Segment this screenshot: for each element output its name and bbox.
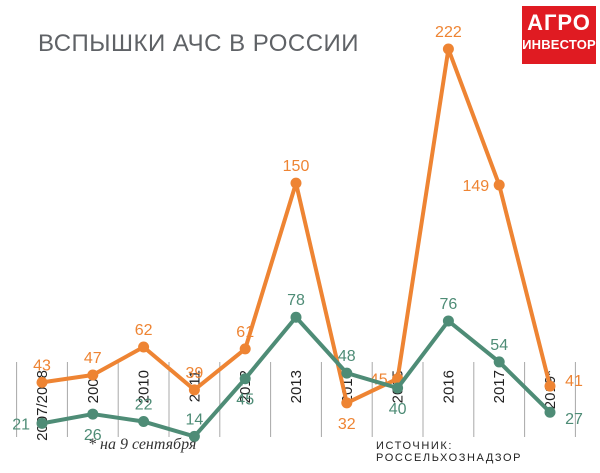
orange-series-value-label: 32 [338,416,356,433]
orange-series-value-label: 149 [462,178,489,195]
orange-series-value-label: 41 [565,373,583,390]
green-series-value-label: 45 [236,392,254,409]
x-tick-label: 2017 [491,370,508,403]
orange-series-point [493,179,505,191]
green-series-value-label: 78 [287,292,305,309]
green-series-point [36,417,48,429]
green-series-value-label: 40 [389,401,407,418]
green-series-point [392,382,404,394]
green-series-point [442,315,454,327]
green-series-point [493,356,505,368]
orange-series-point [341,397,353,409]
orange-series-value-label: 47 [84,350,102,367]
orange-series-value-label: 62 [135,322,153,339]
green-series-value-label: 26 [84,427,102,444]
footnote: * на 9 сентября [88,436,197,453]
x-tick-label: 2010 [136,370,153,403]
green-series-point [544,406,556,418]
orange-series-line [40,47,552,405]
green-series-point [239,373,251,385]
green-series-value-label: 14 [186,411,204,428]
chart-title: ВСПЫШКИ АЧС В РОССИИ [38,30,360,57]
orange-series-point [87,369,99,381]
green-series-value-label: 27 [565,411,583,428]
orange-series-point [290,177,302,189]
green-series-value-label: 76 [440,296,458,313]
agroinvestor-logo: АГРО ИНВЕСТОР [522,6,596,64]
logo-line-1: АГРО [527,10,591,35]
green-series-point [138,416,150,428]
orange-series-point [239,343,251,355]
green-series-value-label: 22 [135,397,153,414]
orange-series-value-label: 61 [236,324,254,341]
source-note: ИСТОЧНИК: РОССЕЛЬХОЗНАДЗОР [376,440,523,464]
orange-series-value-label: 39 [186,365,204,382]
green-series-value-label: 48 [338,348,356,365]
green-series-value-label: 54 [490,337,508,354]
orange-series-point [544,380,556,392]
green-series-point [341,367,353,379]
orange-series-point [442,43,454,55]
x-tick-label: 2016 [440,370,457,403]
green-series-point [188,430,200,442]
orange-series-point [138,341,150,353]
orange-series-point [36,376,48,388]
orange-series-value-label: 222 [435,24,462,41]
orange-series-value-label: 43 [33,357,51,374]
logo-line-2: ИНВЕСТОР [522,37,596,52]
green-series-point [290,311,302,323]
orange-series-point [188,384,200,396]
green-series-value-label: 21 [12,416,30,433]
orange-series-value-label: 150 [283,158,310,175]
x-tick-label: 2013 [288,370,305,403]
green-series-point [87,408,99,420]
